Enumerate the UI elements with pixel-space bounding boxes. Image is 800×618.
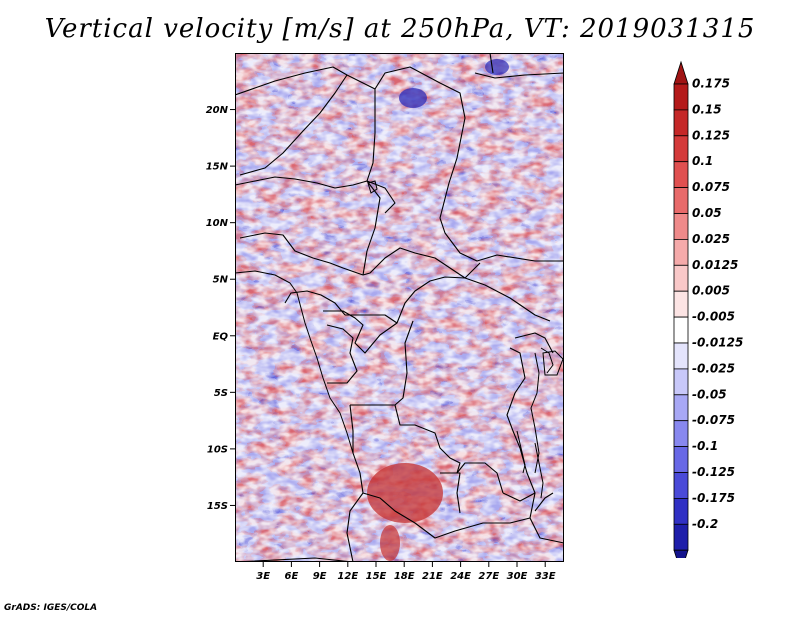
colorbar-label: 0.075 (692, 180, 730, 194)
colorbar-label: -0.2 (692, 517, 718, 531)
colorbar-label: -0.1 (692, 439, 718, 453)
colorbar-label: -0.05 (692, 387, 727, 401)
lat-tick-label: 5N (213, 275, 229, 286)
coastline (235, 270, 554, 474)
downdraft-core-northeast (485, 59, 509, 75)
colorbar-swatch (673, 523, 689, 551)
lat-tick-label: 10S (207, 444, 228, 455)
lon-tick-label: 18E (394, 571, 415, 582)
colorbar-swatch (673, 238, 689, 266)
lat-tick-label: EQ (213, 331, 229, 342)
colorbar-label: -0.075 (692, 413, 735, 427)
country-borders (235, 53, 564, 562)
latitude-axis: 20N 15N 10N 5N EQ 5S 10S 15S (206, 105, 235, 512)
colorbar-label: 0.0125 (692, 258, 738, 272)
lon-tick-label: 9E (313, 571, 327, 582)
colorbar-swatch (673, 135, 689, 163)
downdraft-core-north (399, 88, 427, 108)
map-border (235, 53, 564, 562)
colorbar-swatch (673, 394, 689, 422)
colorbar-label: 0.175 (692, 77, 730, 91)
lon-tick-label: 27E (478, 571, 499, 582)
colorbar-swatch (673, 446, 689, 473)
colorbar-swatch (673, 472, 689, 499)
colorbar-label: 0.15 (692, 102, 722, 116)
lon-tick-label: 12E (337, 571, 358, 582)
chart-title: Vertical velocity [m/s] at 250hPa, VT: 2… (44, 14, 756, 44)
colorbar-label: 0.005 (692, 284, 730, 298)
lon-tick-label: 33E (535, 571, 556, 582)
lon-tick-label: 30E (507, 571, 528, 582)
colorbar-swatch (673, 497, 689, 525)
colorbar-label: -0.0125 (692, 336, 743, 350)
lon-tick-label: 21E (422, 571, 443, 582)
colorbar-label: -0.005 (692, 310, 735, 324)
colorbar: 0.175 0.15 0.125 0.1 0.075 0.05 0.025 0.0125 0.0… (673, 60, 743, 558)
credit-label: GrADS: IGES/COLA (4, 603, 98, 613)
colorbar-swatch (673, 290, 689, 318)
colorbar-label: 0.125 (692, 128, 730, 142)
lat-tick-label: 20N (206, 105, 229, 116)
colorbar-swatch (673, 368, 689, 396)
colorbar-label: 0.1 (692, 154, 713, 168)
lon-tick-label: 15E (366, 571, 387, 582)
colorbar-swatch (673, 109, 689, 137)
lat-tick-label: 15N (206, 162, 229, 173)
colorbar-swatch (673, 264, 689, 292)
strong-updraft-region (367, 463, 443, 523)
colorbar-label: -0.025 (692, 361, 735, 375)
lakes (367, 180, 564, 499)
lat-tick-label: 5S (214, 388, 228, 399)
lon-tick-label: 6E (285, 571, 299, 582)
longitude-axis: 3E 6E 9E 12E 15E 18E 21E 24E 27E 30E 33E (256, 562, 556, 582)
colorbar-swatch (673, 316, 689, 344)
colorbar-swatch (673, 161, 689, 188)
colorbar-bottom-cap (673, 549, 689, 558)
lon-tick-label: 24E (450, 571, 471, 582)
colorbar-swatch (673, 83, 689, 111)
colorbar-label: 0.05 (692, 206, 722, 220)
colorbar-label: -0.125 (692, 465, 735, 479)
updraft-streak-south (380, 525, 400, 561)
colorbar-swatch (673, 187, 689, 214)
lat-tick-label: 15S (207, 501, 228, 512)
colorbar-label: -0.175 (692, 491, 735, 505)
lon-tick-label: 3E (256, 571, 270, 582)
colorbar-swatch (673, 213, 689, 240)
colorbar-label: 0.025 (692, 232, 730, 246)
lat-tick-label: 10N (206, 218, 229, 229)
colorbar-top-cap (673, 60, 689, 85)
colorbar-swatch (673, 420, 689, 448)
map-plot (235, 53, 564, 562)
colorbar-swatch (673, 342, 689, 370)
